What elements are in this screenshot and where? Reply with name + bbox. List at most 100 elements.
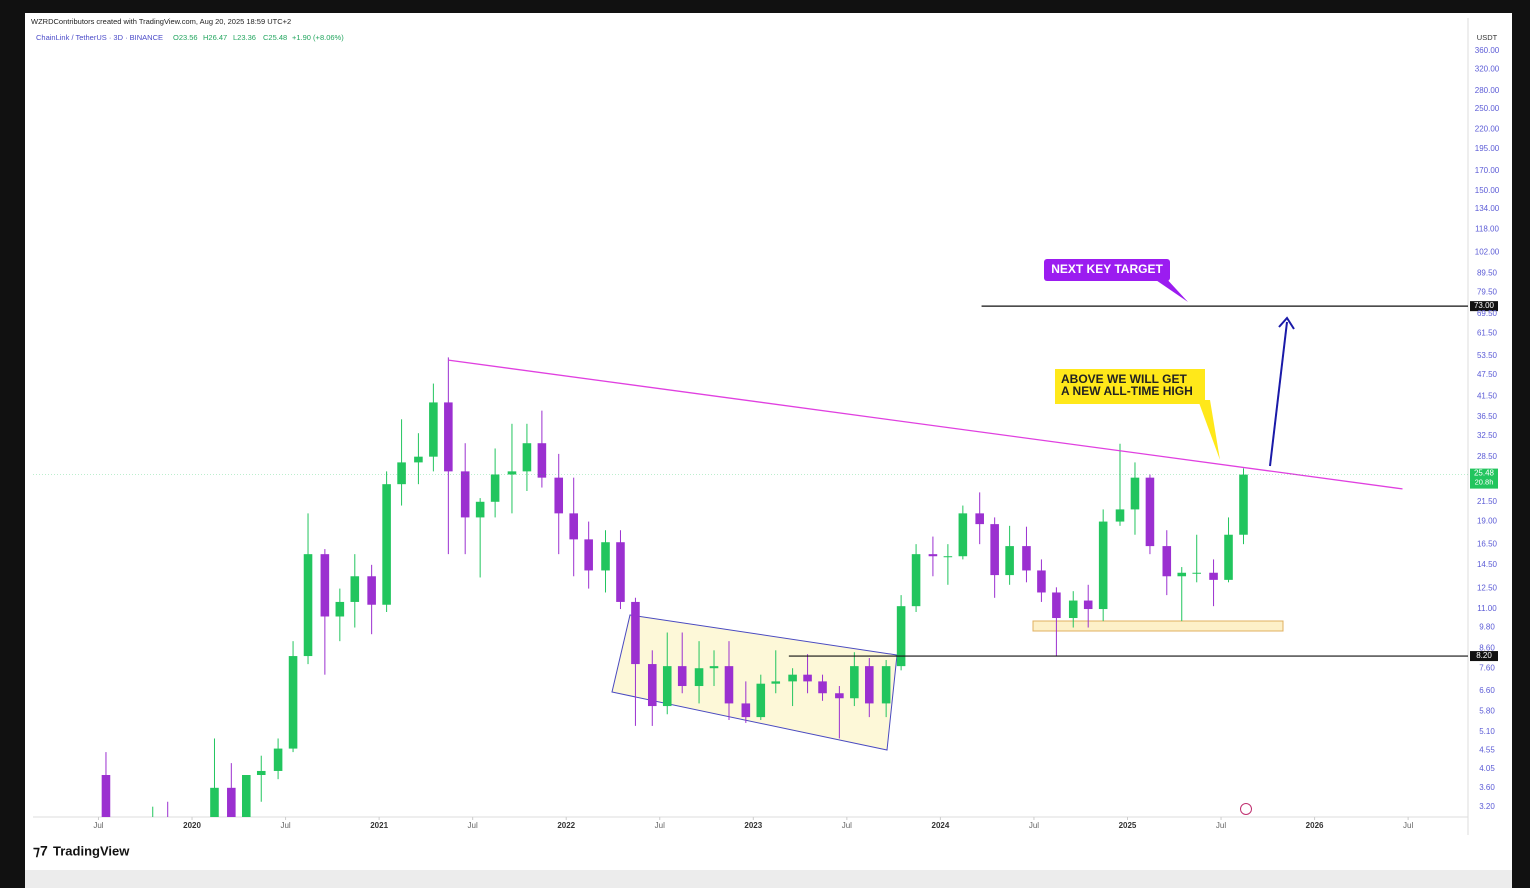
candle-body: [554, 477, 564, 514]
candle-body: [367, 576, 376, 605]
y-tick-label: 250.00: [1475, 104, 1500, 113]
symbol: ChainLink / TetherUS · 3D · BINANCE: [36, 33, 163, 42]
candle-body: [444, 402, 453, 472]
x-tick-label: 2020: [183, 821, 201, 830]
candle-body: [928, 554, 938, 557]
ohlc: O23.56: [173, 33, 198, 42]
callout: [1044, 259, 1170, 281]
ohlc: H26.47: [203, 33, 227, 42]
y-tick-label: 5.10: [1479, 727, 1495, 736]
change: +1.90 (+8.06%): [292, 33, 344, 42]
candle-body: [1209, 572, 1218, 580]
candle-body: [850, 666, 859, 699]
footer-strip: [25, 870, 1512, 888]
y-tick-label: 12.50: [1477, 584, 1498, 593]
y-tick-label: 360.00: [1475, 46, 1500, 55]
y-tick-label: 4.55: [1479, 745, 1495, 754]
y-tick-label: 3.60: [1479, 783, 1495, 792]
candle-body: [1145, 477, 1155, 547]
candle-body: [1192, 572, 1202, 574]
candle-body: [1037, 570, 1046, 593]
y-tick-label: 320.00: [1475, 65, 1500, 74]
candle-body: [350, 576, 360, 602]
x-tick-label: 2022: [557, 821, 575, 830]
candle-body: [335, 601, 345, 617]
countdown: 20.8h: [1475, 478, 1494, 487]
candle-body: [662, 666, 672, 707]
candle-body: [1162, 546, 1172, 577]
y-tick-label: 69.50: [1477, 309, 1498, 318]
y-tick-label: 6.60: [1479, 686, 1495, 695]
candle-body: [1005, 546, 1014, 576]
arrow: [1269, 321, 1288, 467]
candle-body: [788, 674, 797, 682]
candle-body: [273, 748, 283, 771]
callout-pointer: [1150, 276, 1188, 302]
x-tick-label: Jul: [93, 821, 103, 830]
callout-text: ABOVE WE WILL GET: [1061, 372, 1187, 386]
y-tick-label: 14.50: [1477, 560, 1498, 569]
candle-body: [382, 484, 391, 605]
icon: [1240, 803, 1252, 815]
candle-body: [911, 554, 921, 607]
x-tick-label: 2026: [1306, 821, 1324, 830]
x-tick-label: Jul: [1029, 821, 1039, 830]
candle-body: [835, 693, 844, 699]
y-tick-label: 61.50: [1477, 329, 1498, 338]
candle-body: [803, 674, 812, 682]
candle-body: [677, 666, 687, 687]
candle-body: [1083, 600, 1093, 610]
candle-body: [896, 606, 906, 667]
x-tick-label: 2025: [1119, 821, 1137, 830]
ohlc: C25.48: [263, 33, 287, 42]
candle-body: [943, 556, 953, 558]
arrow-head: [1278, 316, 1295, 330]
y-tick-label: 36.50: [1477, 412, 1498, 421]
y-tick-label: 4.05: [1479, 764, 1495, 773]
y-tick-label: 134.00: [1475, 204, 1500, 213]
candle-body: [460, 471, 470, 518]
y-tick-label: 28.50: [1477, 452, 1498, 461]
y-tick-label: 170.00: [1475, 166, 1500, 175]
logo: TradingView: [53, 843, 130, 858]
callout-text: NEXT KEY TARGET: [1051, 262, 1163, 276]
candle-body: [320, 554, 330, 617]
candle-body: [881, 666, 891, 704]
candle-body: [227, 787, 236, 817]
y-tick-label: 19.00: [1477, 517, 1498, 526]
candle-body: [724, 666, 734, 704]
panel: [25, 13, 1512, 870]
x-tick-label: 2021: [370, 821, 388, 830]
support-zone: [1032, 620, 1284, 632]
candle-body: [1130, 477, 1140, 510]
callout-pointer: [1198, 400, 1220, 460]
price-tag-label: 73.00: [1474, 301, 1495, 310]
callout: [1055, 369, 1205, 404]
candle-body: [397, 462, 406, 485]
candle-body: [756, 683, 766, 718]
candle-body: [537, 443, 547, 478]
x-tick-label: Jul: [1216, 821, 1226, 830]
candle-body: [241, 775, 251, 817]
price-tag-label: 8.20: [1476, 651, 1492, 660]
candle-body: [601, 542, 610, 571]
candle-body: [975, 513, 984, 525]
candle-body: [507, 471, 517, 475]
y-tick-label: 89.50: [1477, 269, 1498, 278]
y-axis-title: USDT: [1477, 33, 1498, 42]
x-tick-label: Jul: [842, 821, 852, 830]
candle-body: [709, 666, 719, 669]
candle-body: [1052, 592, 1061, 619]
candle-body: [1224, 534, 1233, 580]
x-tick-label: 2023: [744, 821, 762, 830]
candle-body: [490, 474, 500, 502]
candle-body: [584, 539, 593, 571]
x-tick-label: Jul: [1403, 821, 1413, 830]
callout-text: A NEW ALL-TIME HIGH: [1061, 384, 1193, 398]
candle-body: [256, 770, 266, 776]
candle-body: [101, 775, 111, 817]
logo-mark: ⁊7: [33, 843, 48, 859]
x-tick-label: Jul: [655, 821, 665, 830]
candle-body: [694, 668, 704, 687]
x-tick-label: 2024: [932, 821, 950, 830]
